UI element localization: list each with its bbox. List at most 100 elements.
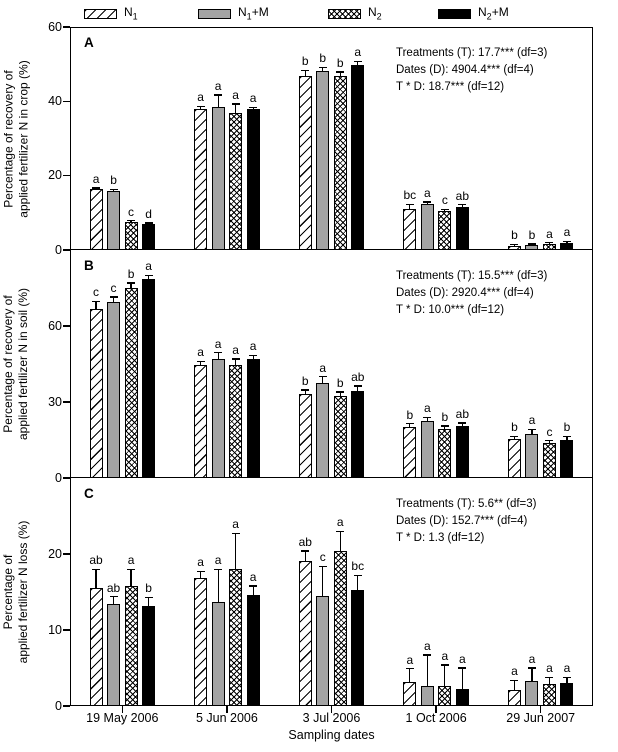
bar <box>560 242 574 250</box>
bar <box>333 550 347 706</box>
error-bar <box>95 569 97 589</box>
error-bar-cap <box>214 568 223 570</box>
sig-letter: a <box>249 569 257 584</box>
error-bar <box>147 275 150 280</box>
error-bar <box>252 585 254 596</box>
error-bar <box>444 664 446 687</box>
x-tick-label: 1 Oct 2006 <box>405 711 467 725</box>
sig-letter: b <box>528 228 536 243</box>
y-tick-label: 0 <box>55 698 62 713</box>
sig-letter: b <box>336 55 344 70</box>
error-bar-cap <box>458 422 467 424</box>
panel-A <box>70 27 593 250</box>
sig-letter: a <box>319 360 327 375</box>
panel-label: C <box>84 486 94 501</box>
bar <box>298 560 312 706</box>
bar <box>455 206 469 250</box>
error-bar-cap <box>423 416 432 418</box>
error-bar-cap <box>405 203 414 205</box>
bar <box>124 585 138 706</box>
sig-letter: a <box>214 553 222 568</box>
y-tick-label: 0 <box>55 470 62 485</box>
sig-letter: ab <box>455 188 470 203</box>
error-bar-cap <box>527 667 536 669</box>
error-bar-cap <box>440 208 449 210</box>
error-bar <box>217 352 219 359</box>
error-bar <box>112 189 115 191</box>
bar <box>194 365 208 478</box>
error-bar-cap <box>127 568 136 570</box>
error-bar <box>548 440 551 444</box>
sig-letter: b <box>511 420 518 435</box>
error-bar <box>147 597 150 606</box>
y-axis-title-line: applied fertilizer N loss (%) <box>16 520 30 664</box>
sig-letter: b <box>336 375 344 390</box>
error-bar-cap <box>527 243 536 245</box>
bar <box>420 203 434 250</box>
stats-block: Treatments (T): 5.6** (df=3) Dates (D): 1… <box>396 496 537 547</box>
legend-swatch-N1 <box>84 9 117 19</box>
y-tick-mark <box>63 629 70 631</box>
bar <box>298 393 312 478</box>
bar <box>420 686 434 706</box>
stats-line: T * D: 18.7*** (df=12) <box>396 81 505 93</box>
y-axis-title-line: applied fertilizer N in soil (%) <box>16 287 30 441</box>
error-bar-cap <box>353 385 362 387</box>
error-bar-cap <box>405 422 414 425</box>
stats-line: T * D: 1.3 (df=12) <box>396 532 485 544</box>
sig-letter: b <box>406 407 414 422</box>
sig-letter: c <box>441 193 448 208</box>
y-tick-label: 0 <box>55 242 62 257</box>
sig-letter: ab <box>106 580 121 595</box>
error-bar-cap <box>318 66 327 68</box>
error-bar-cap <box>231 532 240 535</box>
error-bar-cap <box>249 585 258 587</box>
error-bar <box>200 571 202 579</box>
sig-letter: b <box>511 228 518 243</box>
stats-line: Treatments (T): 5.6** (df=3) <box>396 498 537 510</box>
panel-label: B <box>84 258 94 273</box>
x-tick-label: 5 Jun 2006 <box>195 711 258 725</box>
error-bar-cap <box>249 106 258 108</box>
error-bar <box>531 668 533 681</box>
bar <box>438 428 452 478</box>
bar <box>194 109 208 250</box>
sig-letter: a <box>528 652 536 666</box>
sig-letter: a <box>197 345 204 360</box>
error-bar <box>304 389 306 394</box>
y-axis-title-line: Percentage of recovery of <box>1 69 15 208</box>
sig-letter: a <box>232 517 239 532</box>
error-bar <box>339 71 341 77</box>
sig-letter: a <box>563 225 571 240</box>
y-axis-title-line: Percentage of recovery of <box>1 295 15 433</box>
bar <box>142 223 156 250</box>
error-bar <box>252 107 254 110</box>
bar <box>124 288 138 478</box>
error-bar-cap <box>196 105 205 107</box>
bar <box>455 689 469 706</box>
bar <box>560 440 574 478</box>
sig-letter: a <box>92 171 100 186</box>
error-bar <box>235 103 237 113</box>
y-tick-label: 30 <box>48 394 62 409</box>
y-tick-label: 60 <box>48 19 62 34</box>
sig-letter: a <box>249 91 257 106</box>
sig-letter: a <box>546 226 553 241</box>
bar <box>560 683 574 706</box>
bar <box>211 106 225 250</box>
panel-C <box>70 478 593 706</box>
error-bar-cap <box>353 60 362 62</box>
bar <box>246 595 260 706</box>
y-tick-mark <box>63 553 70 555</box>
panel-B <box>70 250 593 478</box>
error-bar-cap <box>231 103 240 105</box>
legend-label: N2+M <box>478 5 509 22</box>
error-bar-cap <box>440 664 449 666</box>
error-bar <box>217 569 219 602</box>
error-bar <box>112 596 115 605</box>
error-bar <box>426 202 428 204</box>
bar <box>333 395 347 478</box>
error-bar <box>357 61 359 65</box>
error-bar-cap <box>214 352 223 354</box>
